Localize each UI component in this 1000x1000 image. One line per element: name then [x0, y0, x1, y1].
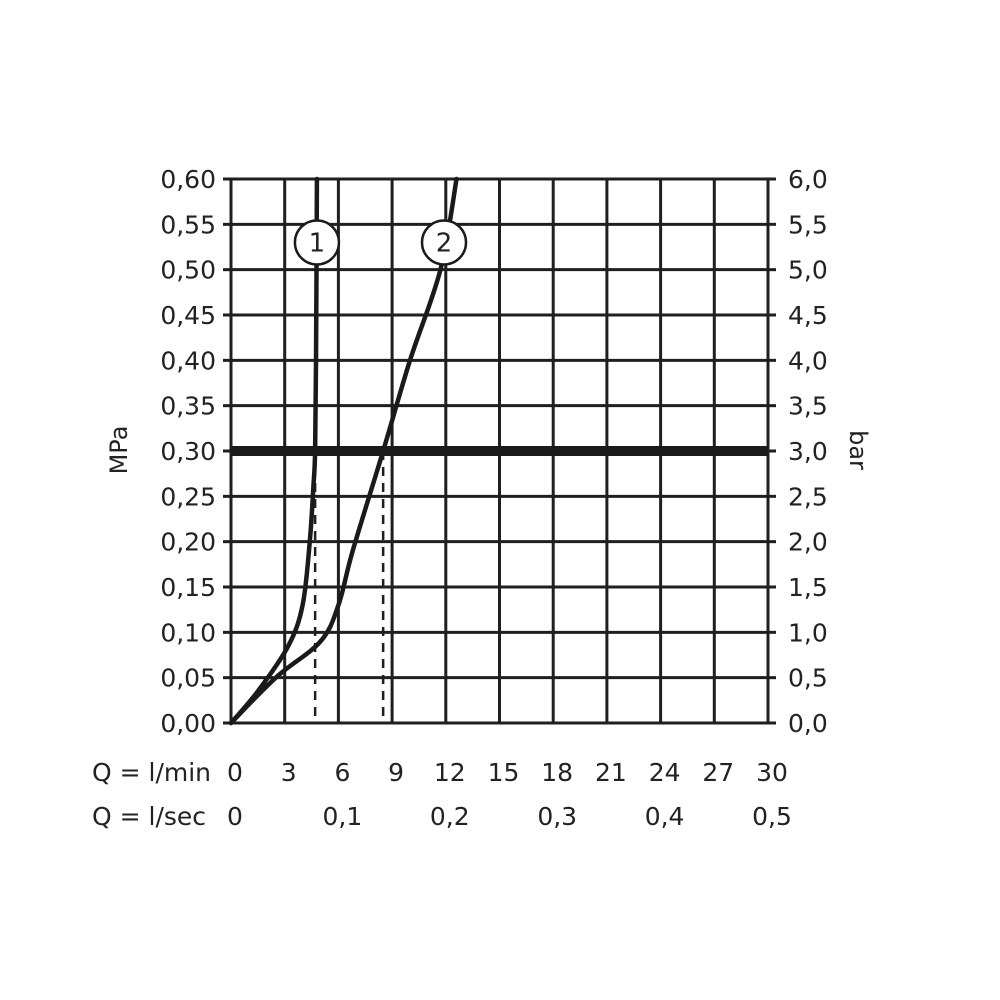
x-row2-tick-label: 0,3 — [537, 802, 577, 831]
right-tick-label: 3,0 — [788, 437, 828, 466]
x-row2-tick-label: 0,4 — [645, 802, 685, 831]
x-row2-label: Q = l/sec — [92, 802, 206, 831]
right-tick-label: 1,5 — [788, 573, 828, 602]
right-axis-title: bar — [844, 430, 872, 470]
x-row1-tick-label: 15 — [488, 758, 520, 787]
right-tick-label: 3,5 — [788, 392, 828, 421]
x-row1-tick-label: 12 — [434, 758, 466, 787]
left-tick-label: 0,50 — [160, 256, 216, 285]
right-tick-label: 4,0 — [788, 346, 828, 375]
left-tick-label: 0,30 — [160, 437, 216, 466]
x-row1-tick-label: 27 — [702, 758, 734, 787]
curve-2-marker-label: 2 — [436, 228, 453, 258]
x-row1-tick-label: 24 — [649, 758, 681, 787]
x-row1-tick-label: 9 — [388, 758, 404, 787]
tick-labels: 0,00 0,00,05 0,50,10 1,00,15 1,50,20 2,00,25 2… — [160, 165, 827, 831]
right-tick-label: 5,5 — [788, 210, 828, 239]
left-tick-label: 0,15 — [160, 573, 216, 602]
left-tick-label: 0,55 — [160, 210, 216, 239]
dashed-drop-lines — [313, 451, 385, 723]
x-row2-tick-label: 0,1 — [323, 802, 363, 831]
left-tick-label: 0,00 — [160, 709, 216, 738]
x-row1-tick-label: 21 — [595, 758, 627, 787]
x-row1-label: Q = l/min — [92, 758, 211, 787]
right-tick-label: 5,0 — [788, 256, 828, 285]
x-row2-tick-label: 0 — [227, 802, 243, 831]
x-row2-tick-label: 0,5 — [752, 802, 792, 831]
curve-1-marker-circle — [293, 219, 341, 266]
curves — [228, 176, 459, 726]
curve-1-marker-label: 1 — [309, 228, 326, 258]
left-axis-title: MPa — [105, 426, 133, 475]
left-tick-label: 0,60 — [160, 165, 216, 194]
curve-2-marker-circle — [420, 219, 468, 266]
right-tick-label: 1,0 — [788, 618, 828, 647]
curve-2 — [228, 176, 459, 726]
x-row1-tick-label: 30 — [756, 758, 788, 787]
right-tick-label: 2,0 — [788, 528, 828, 557]
curve-1 — [228, 176, 320, 726]
right-tick-label: 2,5 — [788, 482, 828, 511]
x-row2-tick-label: 0,2 — [430, 802, 470, 831]
left-tick-label: 0,35 — [160, 392, 216, 421]
x-row1-tick-label: 18 — [541, 758, 573, 787]
left-tick-label: 0,05 — [160, 664, 216, 693]
x-row1-tick-label: 6 — [334, 758, 350, 787]
right-tick-label: 0,5 — [788, 664, 828, 693]
left-tick-label: 0,40 — [160, 346, 216, 375]
x-row1-tick-label: 3 — [281, 758, 297, 787]
left-tick-label: 0,20 — [160, 528, 216, 557]
right-tick-label: 4,5 — [788, 301, 828, 330]
right-tick-label: 6,0 — [788, 165, 828, 194]
right-tick-label: 0,0 — [788, 709, 828, 738]
x-row1-tick-label: 0 — [227, 758, 243, 787]
left-tick-label: 0,10 — [160, 618, 216, 647]
left-tick-label: 0,45 — [160, 301, 216, 330]
left-tick-label: 0,25 — [160, 482, 216, 511]
